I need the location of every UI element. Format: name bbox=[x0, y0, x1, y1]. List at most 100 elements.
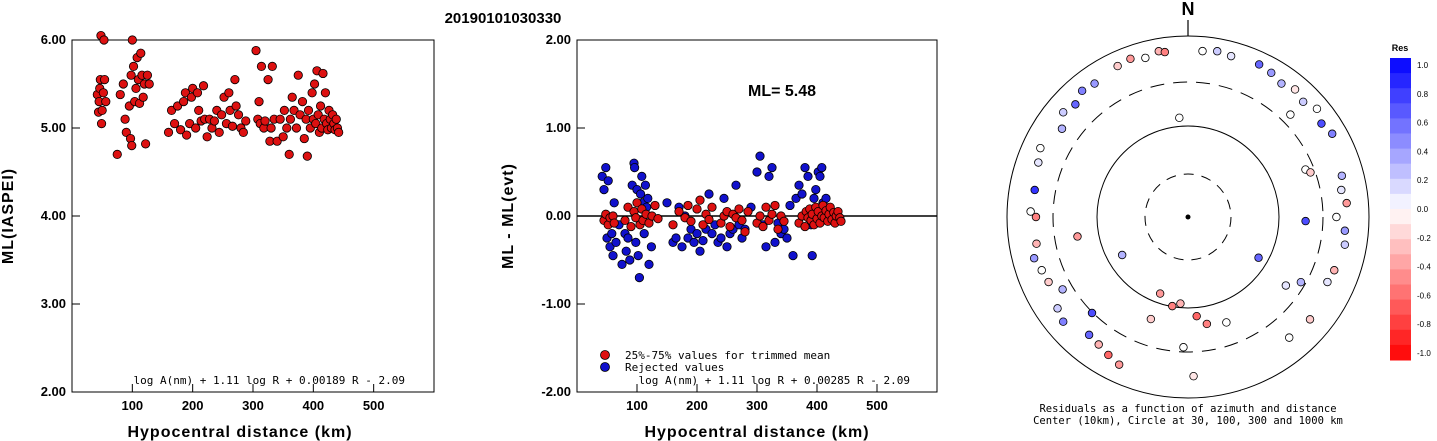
station-marker bbox=[1202, 319, 1212, 329]
station-marker bbox=[1330, 266, 1339, 275]
trimmed-point bbox=[686, 216, 696, 226]
station-marker bbox=[1306, 168, 1315, 177]
station-marker bbox=[1317, 119, 1326, 128]
ml-point bbox=[287, 92, 297, 102]
station-marker bbox=[1030, 185, 1039, 195]
figure-title: 20190101030330 bbox=[445, 10, 562, 27]
rejected-point bbox=[817, 163, 827, 173]
y-tick-label: 6.00 bbox=[41, 32, 66, 47]
ring-1000km bbox=[1006, 35, 1370, 399]
rejected-point bbox=[677, 242, 687, 252]
trimmed-point bbox=[725, 221, 735, 232]
trimmed-point bbox=[761, 202, 771, 212]
rejected-point bbox=[637, 171, 647, 181]
colorbar-tick-label: 0.8 bbox=[1417, 90, 1429, 99]
ml-point bbox=[266, 123, 276, 133]
rejected-point bbox=[716, 233, 726, 243]
ml-point bbox=[118, 79, 128, 89]
colorbar-tick-label: -0.4 bbox=[1417, 263, 1431, 272]
ml-point bbox=[194, 105, 204, 116]
y-tick-label: -1.00 bbox=[541, 296, 571, 311]
y-tick-label: 5.00 bbox=[41, 120, 66, 135]
trimmed-point bbox=[668, 220, 678, 230]
station-marker bbox=[1059, 317, 1068, 326]
trimmed-point bbox=[707, 202, 717, 212]
x-tick-label: 300 bbox=[242, 398, 264, 413]
station-marker bbox=[1198, 46, 1207, 56]
ml-point bbox=[282, 123, 292, 133]
station-marker bbox=[1146, 314, 1156, 324]
colorbar-swatch bbox=[1390, 193, 1411, 210]
rejected-point bbox=[770, 237, 780, 247]
ml-point bbox=[144, 79, 154, 89]
rejected-point bbox=[599, 185, 609, 195]
trimmed-point bbox=[626, 221, 636, 232]
x-tick-label: 400 bbox=[302, 398, 324, 413]
colorbar-swatches bbox=[1390, 58, 1411, 361]
ml-point bbox=[302, 151, 312, 161]
ml-point bbox=[176, 125, 186, 135]
colorbar-swatch bbox=[1390, 178, 1411, 195]
trimmed-point bbox=[836, 216, 846, 226]
ml-point bbox=[163, 127, 174, 137]
station-marker bbox=[1037, 266, 1046, 275]
trimmed-point bbox=[737, 215, 747, 225]
rejected-point bbox=[704, 189, 714, 199]
station-marker bbox=[1323, 277, 1332, 287]
station-marker bbox=[1305, 315, 1315, 324]
rejected-point bbox=[794, 180, 804, 190]
y-tick-label: 4.00 bbox=[41, 208, 66, 223]
station-marker bbox=[1267, 68, 1276, 77]
ml-point bbox=[309, 79, 320, 89]
station-markers bbox=[1026, 46, 1351, 381]
ml-point bbox=[192, 88, 203, 98]
colorbar-swatch bbox=[1390, 133, 1411, 150]
y-tick-label: 1.00 bbox=[546, 120, 571, 135]
station-marker bbox=[1337, 171, 1347, 180]
trimmed-point bbox=[740, 227, 750, 237]
station-marker bbox=[1168, 301, 1177, 311]
legend-trimmed-label: 25%-75% values for trimmed mean bbox=[625, 349, 830, 362]
panel-residual-formula: log A(nm) + 1.11 log R + 0.00285 R - 2.0… bbox=[638, 374, 910, 387]
ml-point bbox=[303, 105, 314, 116]
panel-ml: 100 200 300 400 500 2.00 3.00 4.00 5.00 6.00 log … bbox=[0, 30, 435, 441]
station-marker bbox=[1058, 285, 1067, 294]
rejected-point bbox=[785, 200, 795, 211]
trimmed-point bbox=[683, 200, 693, 211]
ml-point bbox=[293, 70, 303, 80]
rejected-point bbox=[671, 233, 681, 243]
ml-point bbox=[284, 149, 294, 159]
trimmed-point bbox=[620, 215, 630, 225]
station-marker bbox=[1328, 129, 1337, 138]
station-marker bbox=[1226, 51, 1236, 61]
station-marker bbox=[1087, 308, 1097, 318]
colorbar-swatch bbox=[1390, 284, 1411, 301]
colorbar-tick-label: 0.4 bbox=[1417, 147, 1429, 156]
trimmed-point bbox=[695, 195, 705, 205]
ml-point bbox=[142, 70, 153, 80]
ml-point bbox=[120, 114, 130, 124]
station-marker bbox=[1071, 100, 1080, 109]
rejected-point bbox=[635, 189, 646, 199]
trimmed-point bbox=[632, 198, 642, 208]
station-marker bbox=[1312, 104, 1322, 113]
rejected-point bbox=[809, 193, 819, 203]
rejected-point bbox=[731, 180, 741, 190]
ml-point bbox=[227, 121, 238, 131]
ml-point bbox=[99, 75, 110, 85]
ml-point bbox=[331, 114, 341, 124]
station-marker bbox=[1126, 54, 1135, 64]
ml-point bbox=[334, 127, 344, 137]
x-tick-label: 300 bbox=[746, 398, 768, 413]
ml-point bbox=[231, 101, 241, 111]
station-marker bbox=[1104, 350, 1113, 360]
rejected-point bbox=[601, 163, 611, 173]
station-marker bbox=[1285, 333, 1294, 342]
y-tick-label: 3.00 bbox=[41, 296, 66, 311]
station-marker bbox=[1301, 216, 1310, 226]
ml-point bbox=[278, 132, 288, 142]
rejected-point bbox=[719, 193, 729, 203]
panel-residual-points bbox=[597, 151, 846, 283]
ml-point bbox=[127, 141, 137, 151]
rejected-point bbox=[722, 242, 732, 252]
